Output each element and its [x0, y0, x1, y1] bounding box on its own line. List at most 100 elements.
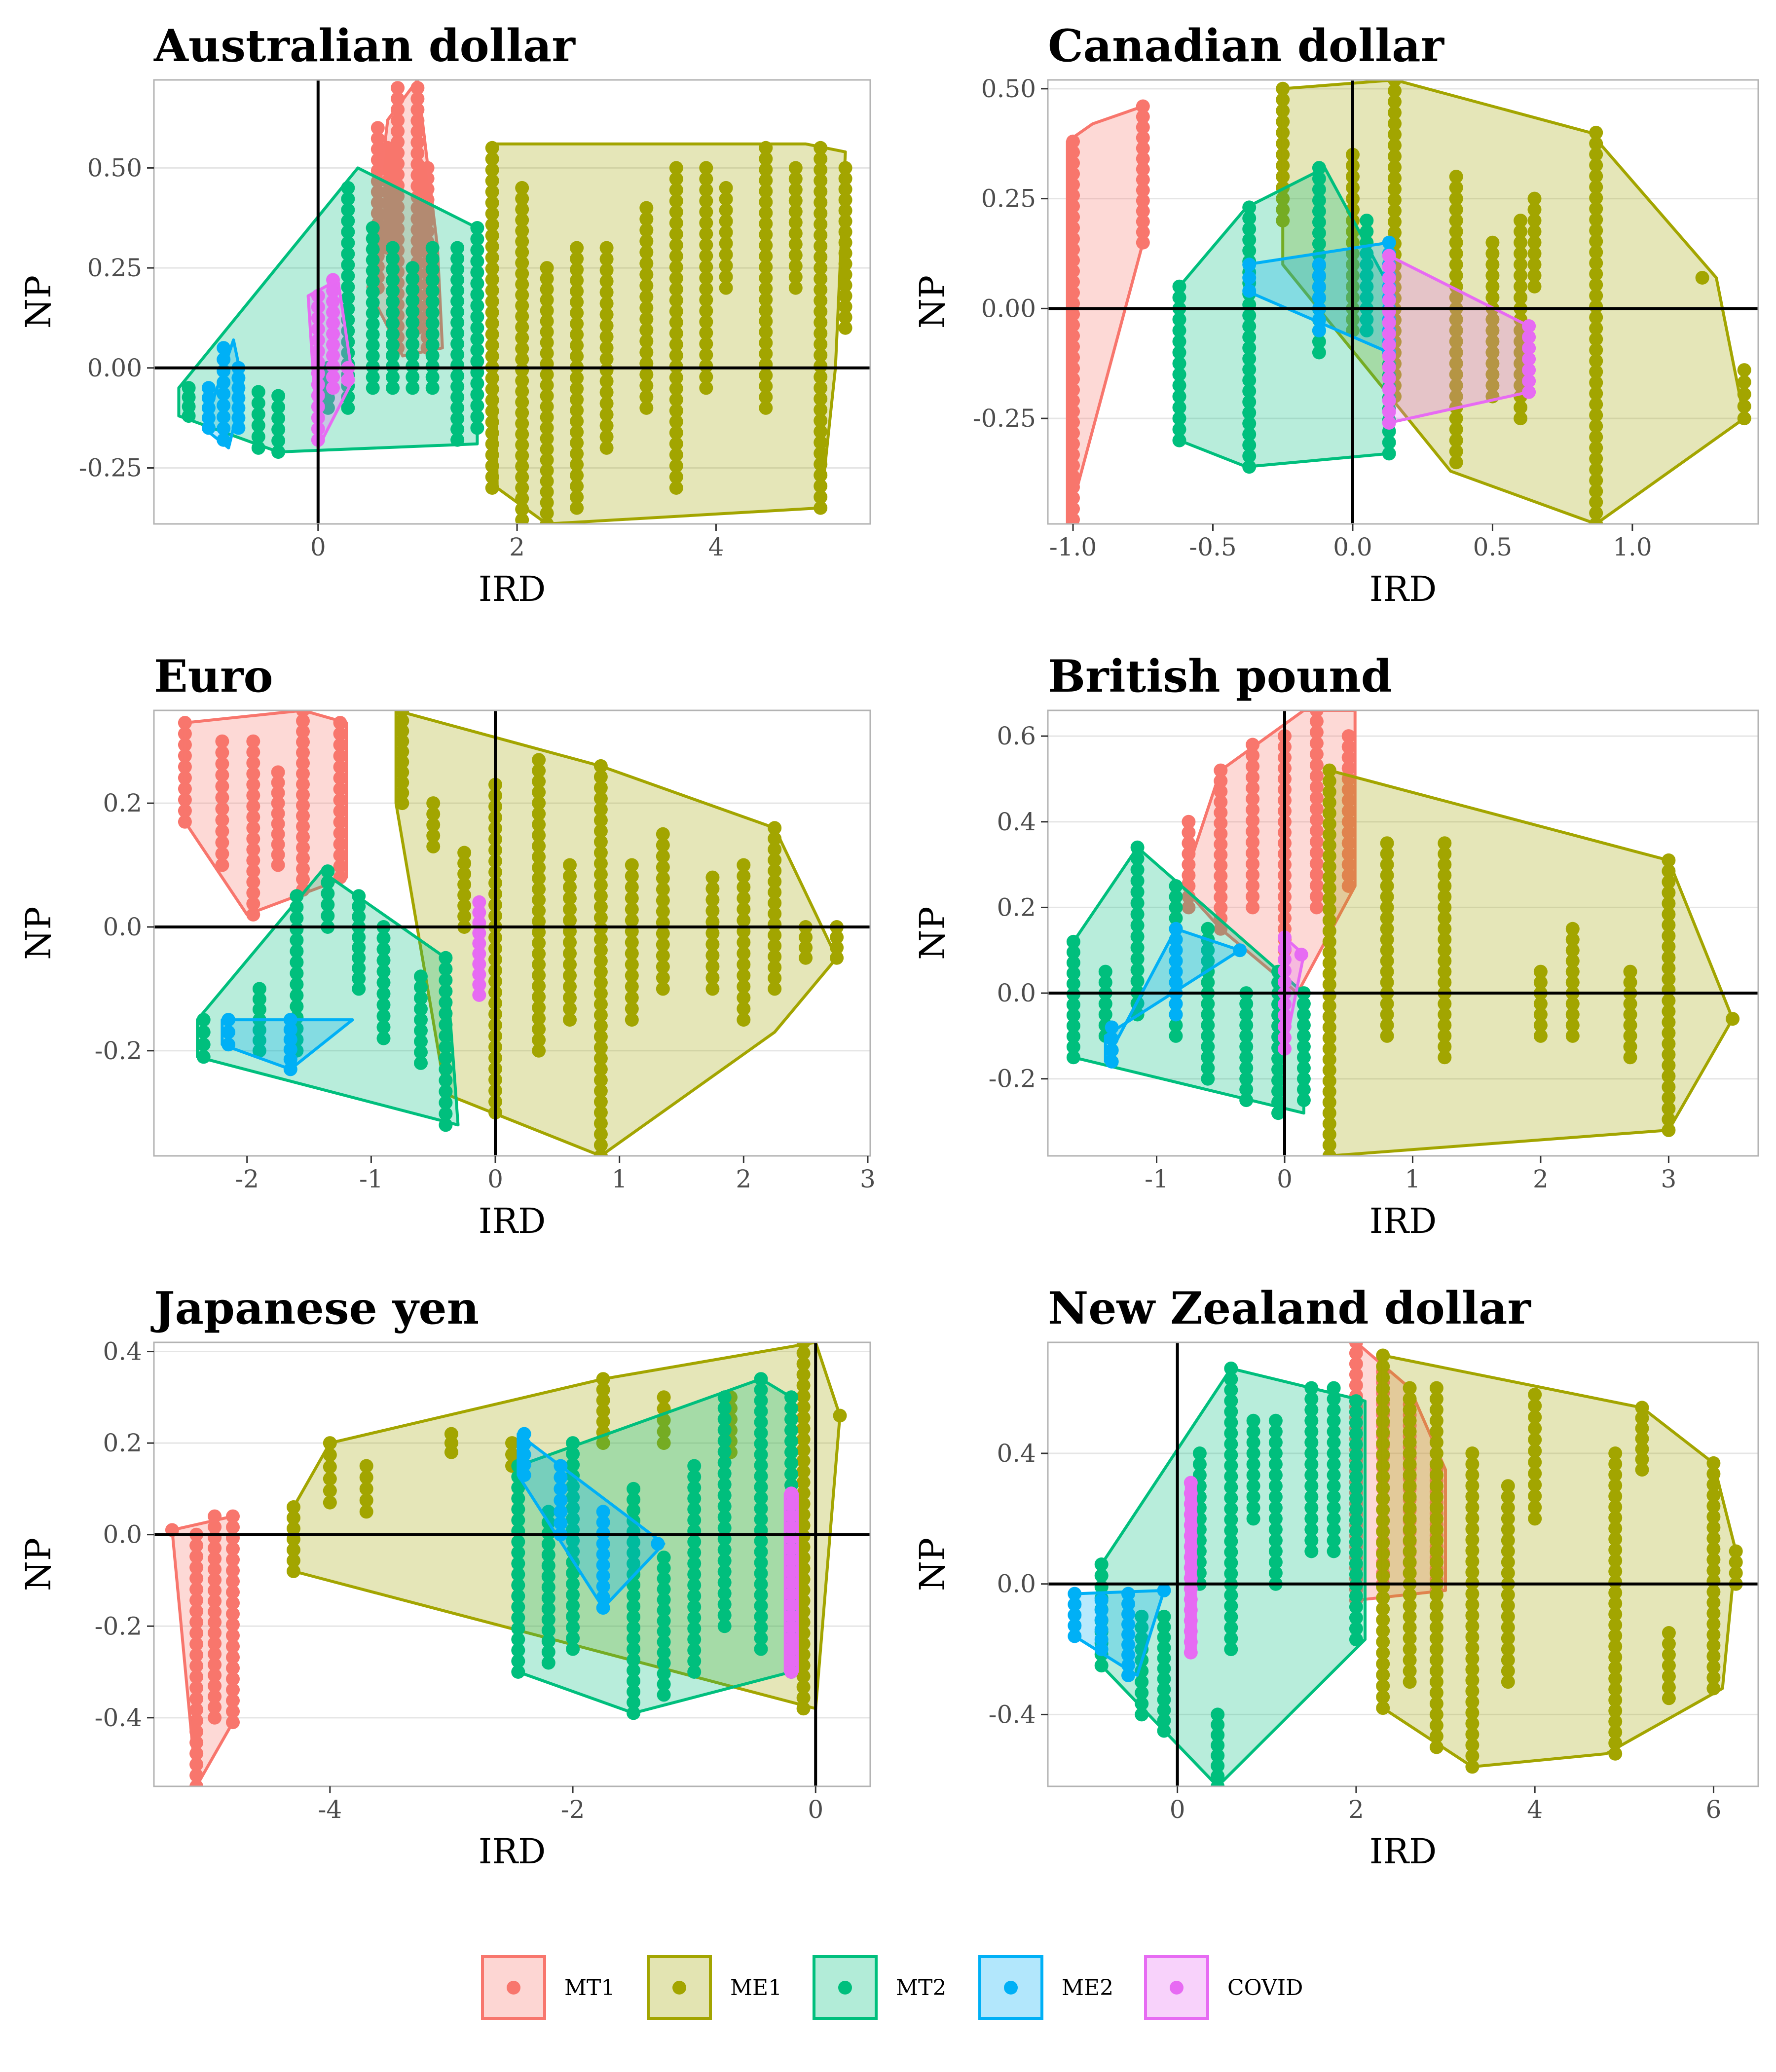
data-point: [1429, 1697, 1443, 1711]
data-point: [1403, 1501, 1417, 1515]
data-point: [326, 305, 340, 320]
data-point: [1211, 1738, 1225, 1752]
data-point: [639, 390, 654, 404]
data-point: [1224, 1545, 1238, 1559]
data-point: [687, 1665, 702, 1679]
data-point: [1169, 1007, 1183, 1022]
data-point: [788, 215, 803, 229]
data-point: [1449, 170, 1463, 184]
data-point: [1429, 1718, 1443, 1733]
data-point: [1565, 1007, 1580, 1022]
data-point: [699, 194, 713, 208]
data-point: [1485, 312, 1500, 327]
data-point: [596, 1515, 610, 1529]
data-point: [814, 163, 828, 177]
data-point: [1465, 1716, 1480, 1731]
data-point: [1242, 438, 1257, 452]
data-point: [1349, 1513, 1363, 1527]
data-point: [627, 1674, 641, 1688]
data-point: [796, 1637, 811, 1651]
data-point: [376, 942, 391, 957]
data-point: [1224, 1458, 1238, 1473]
data-point: [515, 213, 529, 227]
data-point: [1662, 1669, 1676, 1684]
data-point: [1706, 1617, 1721, 1631]
data-point: [566, 1642, 580, 1656]
data-point: [1304, 1533, 1319, 1548]
data-point: [1349, 1405, 1363, 1419]
data-point: [395, 786, 409, 800]
data-point: [1327, 1522, 1341, 1537]
data-point: [1309, 879, 1324, 892]
data-point: [1528, 1489, 1542, 1503]
data-point: [246, 734, 260, 748]
data-point: [323, 1483, 337, 1498]
data-point: [290, 999, 304, 1014]
data-point: [359, 1505, 373, 1519]
data-point: [1380, 954, 1394, 968]
data-point: [1449, 334, 1463, 349]
data-layer: [1068, 1342, 1743, 1786]
y-tick-label: 0.4: [997, 1439, 1036, 1468]
series-mt1: [1181, 710, 1357, 995]
data-point: [570, 490, 584, 504]
data-point: [341, 302, 355, 316]
data-point: [1388, 182, 1402, 196]
y-tick-label: 0.2: [103, 1429, 142, 1457]
data-point: [563, 979, 577, 994]
data-point: [593, 846, 608, 860]
data-point: [1214, 848, 1228, 862]
data-point: [796, 1540, 811, 1554]
data-point: [532, 979, 546, 993]
data-point: [515, 277, 529, 292]
data-point: [1565, 997, 1580, 1011]
data-point: [1589, 158, 1603, 172]
data-point: [395, 734, 409, 748]
data-point: [1242, 363, 1257, 376]
data-point: [1304, 1512, 1319, 1526]
data-point: [759, 325, 773, 339]
data-point: [570, 295, 584, 309]
data-point: [1608, 1596, 1623, 1611]
data-point: [1246, 857, 1260, 871]
data-point: [599, 385, 614, 400]
data-point: [532, 958, 546, 972]
data-point: [1135, 1675, 1149, 1689]
data-point: [1635, 1442, 1649, 1456]
data-point: [687, 1578, 702, 1592]
y-tick-label: 0.00: [87, 354, 142, 382]
data-point: [570, 403, 584, 417]
data-point: [1360, 312, 1374, 327]
data-point: [1706, 1563, 1721, 1578]
data-point: [570, 349, 584, 364]
data-point: [1501, 1479, 1515, 1493]
data-point: [788, 259, 803, 273]
data-point: [251, 396, 265, 410]
data-point: [1242, 319, 1257, 333]
data-point: [705, 960, 720, 974]
data-point: [599, 407, 614, 422]
data-point: [380, 185, 395, 199]
x-tick-label: 0: [1277, 1165, 1293, 1193]
data-point: [406, 304, 420, 319]
data-point: [1341, 814, 1356, 829]
data-point: [754, 1534, 768, 1548]
data-point: [656, 960, 670, 974]
data-point: [1485, 291, 1500, 305]
data-point: [1360, 291, 1374, 305]
data-point: [532, 1011, 546, 1026]
data-point: [1465, 1705, 1480, 1720]
data-point: [395, 796, 409, 811]
data-point: [1706, 1510, 1721, 1524]
data-point: [759, 173, 773, 187]
data-point: [566, 1490, 580, 1504]
data-point: [699, 326, 713, 340]
data-point: [1589, 451, 1603, 466]
data-point: [406, 272, 420, 286]
data-point: [376, 1020, 391, 1035]
data-point: [532, 796, 546, 810]
data-point: [1527, 268, 1542, 283]
data-point: [515, 181, 529, 195]
data-point: [570, 338, 584, 353]
data-point: [554, 1516, 568, 1530]
